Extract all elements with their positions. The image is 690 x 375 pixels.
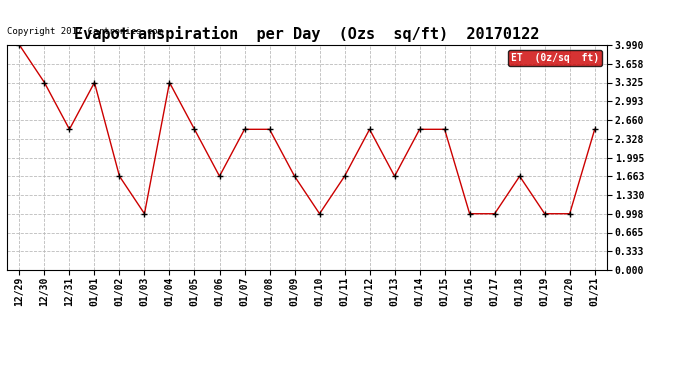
Legend: ET  (0z/sq  ft): ET (0z/sq ft) xyxy=(509,50,602,66)
Text: Copyright 2017 Cartronics.com: Copyright 2017 Cartronics.com xyxy=(7,27,163,36)
Title: Evapotranspiration  per Day  (Ozs  sq/ft)  20170122: Evapotranspiration per Day (Ozs sq/ft) 2… xyxy=(75,27,540,42)
